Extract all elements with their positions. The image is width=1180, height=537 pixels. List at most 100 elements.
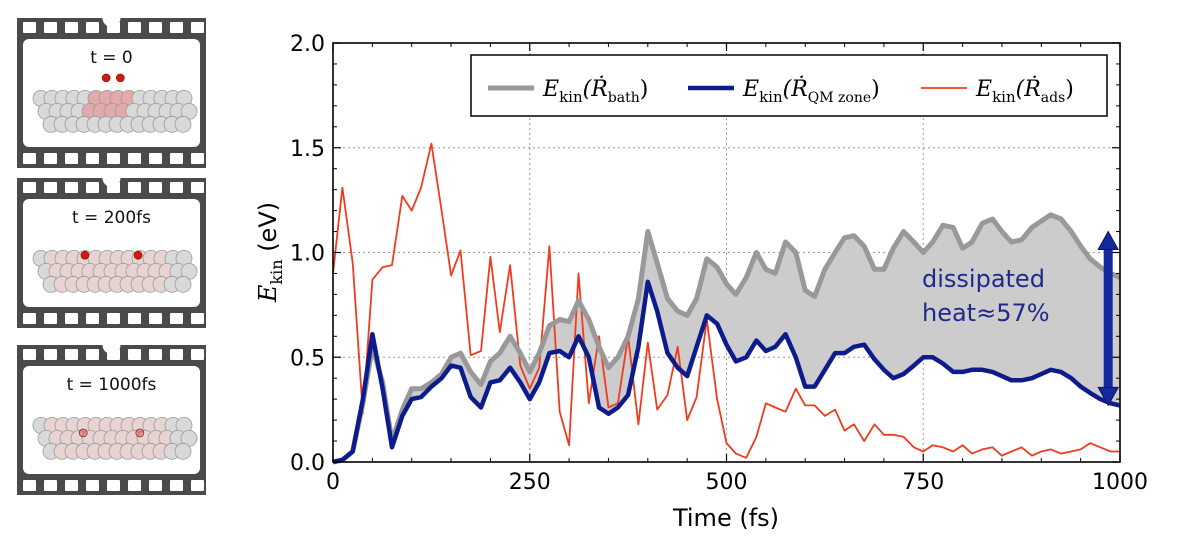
adsorbate-atom [101, 73, 111, 83]
sprocket-hole [23, 22, 36, 33]
film-notch [102, 9, 121, 27]
legend-label: Ekin(ṘQM zone) [742, 75, 880, 106]
sprocket-hole [107, 313, 120, 324]
series-lines [332, 142, 1122, 465]
sprocket-hole [191, 182, 204, 193]
x-tick-label: 500 [706, 470, 748, 495]
snapshot-frame: t = 200fs [17, 169, 206, 328]
sprocket-hole [44, 480, 57, 491]
surface-atom [174, 115, 192, 133]
sprocket-hole [65, 22, 78, 33]
sprocket-hole [149, 22, 162, 33]
sprocket-hole [107, 153, 120, 164]
sprocket-hole [170, 22, 183, 33]
sprocket-hole [86, 22, 99, 33]
arrow-head-up [1097, 230, 1120, 251]
sprocket-hole [44, 349, 57, 360]
series-line-bath [332, 212, 1122, 465]
surface-slab [32, 249, 198, 293]
sprocket-hole [65, 480, 78, 491]
snapshot-frame: t = 0 [17, 9, 206, 168]
sprocket-hole [44, 22, 57, 33]
sprocket-hole [44, 182, 57, 193]
sprocket-hole [65, 182, 78, 193]
sprocket-hole [44, 313, 57, 324]
legend-box [470, 54, 1108, 117]
sprocket-hole [191, 153, 204, 164]
film-notch [102, 169, 121, 187]
sprocket-hole [86, 313, 99, 324]
snapshot-time-label: t = 1000fs [67, 375, 157, 395]
sprocket-hole [191, 313, 204, 324]
y-axis-label-main: E [254, 284, 282, 303]
surface-slab [32, 416, 198, 460]
surface-atom [174, 275, 192, 293]
sprocket-hole [128, 182, 141, 193]
sprocket-hole [128, 349, 141, 360]
adsorbate-atom [78, 428, 88, 438]
y-tick-label: 0.0 [290, 451, 325, 476]
y-axis-label-sub: kin [267, 259, 286, 284]
sprocket-hole [170, 182, 183, 193]
sprocket-hole [107, 480, 120, 491]
sprocket-hole [128, 22, 141, 33]
y-tick-label: 1.5 [290, 137, 325, 162]
annotation-line-1: dissipated [922, 265, 1045, 293]
sprocket-hole [128, 480, 141, 491]
x-tick-label: 1000 [1092, 470, 1148, 495]
y-axis-label-unit: (eV) [254, 202, 282, 260]
annotation-line-2: heat≈57% [922, 299, 1050, 327]
legend: Ekin(Ṙbath) Ekin(ṘQM zone) Ekin(Ṙads) [470, 54, 1108, 117]
sprocket-hole [191, 22, 204, 33]
sprocket-hole [191, 349, 204, 360]
sprocket-hole [86, 480, 99, 491]
sprocket-hole [86, 349, 99, 360]
sprocket-hole [170, 153, 183, 164]
legend-label: Ekin(Ṙads) [975, 75, 1074, 106]
sprocket-hole [149, 313, 162, 324]
sprocket-hole [149, 182, 162, 193]
sprocket-hole [149, 153, 162, 164]
y-tick-label: 1.0 [290, 242, 325, 267]
sprocket-hole [170, 313, 183, 324]
surface-atom [174, 442, 192, 460]
sprocket-hole [86, 182, 99, 193]
adsorbate-atom [80, 250, 90, 260]
dissipated-heat-annotation: dissipated heat≈57% [922, 230, 1120, 407]
sprocket-hole [149, 349, 162, 360]
snapshot-frame: t = 1000fs [17, 336, 206, 495]
sprocket-hole [23, 313, 36, 324]
sprocket-hole [149, 480, 162, 491]
dissipated-heat-band [333, 214, 1120, 462]
sprocket-hole [86, 153, 99, 164]
film-notch [102, 336, 121, 354]
sprocket-hole [23, 153, 36, 164]
x-tick-label: 0 [326, 470, 340, 495]
sprocket-hole [191, 480, 204, 491]
sprocket-hole [44, 153, 57, 164]
sprocket-hole [23, 182, 36, 193]
sprocket-hole [65, 349, 78, 360]
surface-slab [32, 90, 198, 133]
x-axis-label: Time (fs) [672, 504, 779, 532]
sprocket-hole [23, 349, 36, 360]
adsorbate-atom [135, 428, 145, 438]
x-tick-label: 750 [902, 470, 944, 495]
sprocket-hole [128, 153, 141, 164]
sprocket-hole [128, 313, 141, 324]
sprocket-hole [170, 480, 183, 491]
adsorbate-atom [133, 250, 143, 260]
legend-label: Ekin(Ṙbath) [542, 75, 648, 106]
y-axis-label: Ekin (eV) [254, 202, 286, 303]
snapshot-time-label: t = 0 [90, 48, 133, 68]
series-line-qm-zone [332, 279, 1121, 465]
sprocket-hole [65, 313, 78, 324]
adsorbate-atom [116, 73, 125, 83]
dissipation-arrow [1097, 230, 1120, 407]
snapshot-panels: t = 0 t = 200fs t = 1000fs [17, 9, 206, 495]
y-tick-label: 2.0 [290, 32, 325, 57]
sprocket-hole [23, 480, 36, 491]
sprocket-hole [65, 153, 78, 164]
